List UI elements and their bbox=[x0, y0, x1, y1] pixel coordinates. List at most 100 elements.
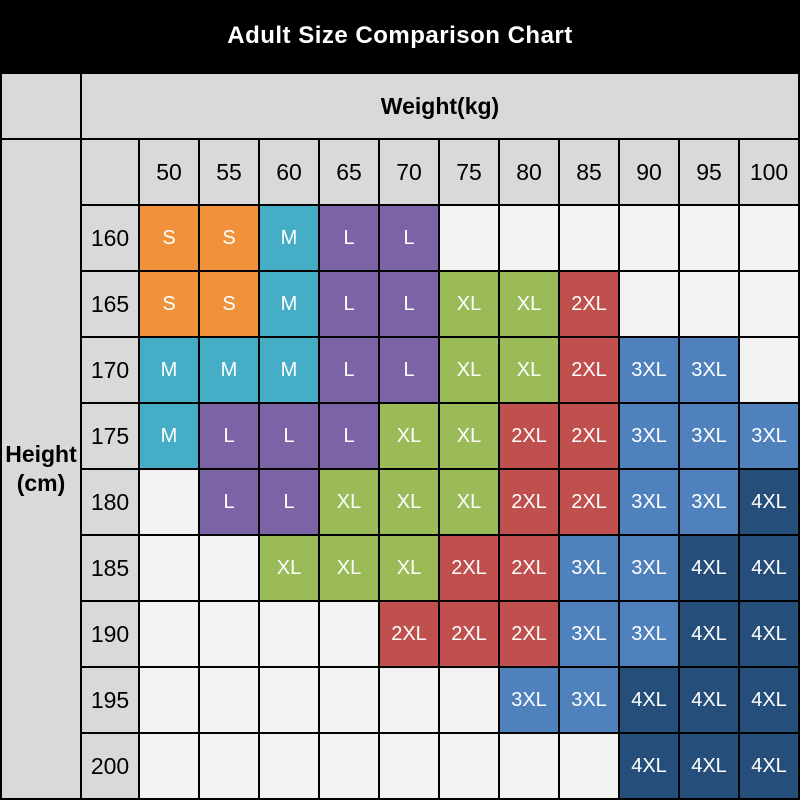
empty-cell bbox=[320, 668, 378, 732]
size-cell-4xl: 4XL bbox=[740, 470, 798, 534]
height-row-header: 185 bbox=[82, 536, 138, 600]
empty-cell bbox=[560, 734, 618, 798]
size-cell-m: M bbox=[140, 338, 198, 402]
size-cell-xl: XL bbox=[500, 338, 558, 402]
size-cell-l: L bbox=[260, 404, 318, 468]
empty-cell bbox=[200, 668, 258, 732]
size-cell-s: S bbox=[140, 272, 198, 336]
empty-cell bbox=[140, 734, 198, 798]
size-cell-2xl: 2XL bbox=[500, 536, 558, 600]
empty-cell bbox=[200, 602, 258, 666]
size-cell-3xl: 3XL bbox=[680, 404, 738, 468]
size-cell-l: L bbox=[320, 338, 378, 402]
size-cell-4xl: 4XL bbox=[680, 734, 738, 798]
empty-cell bbox=[620, 206, 678, 270]
size-cell-3xl: 3XL bbox=[620, 404, 678, 468]
blank-header-cell bbox=[82, 140, 138, 204]
size-cell-3xl: 3XL bbox=[680, 338, 738, 402]
size-cell-s: S bbox=[200, 206, 258, 270]
empty-cell bbox=[680, 272, 738, 336]
size-cell-l: L bbox=[380, 338, 438, 402]
empty-cell bbox=[500, 734, 558, 798]
empty-cell bbox=[320, 734, 378, 798]
size-cell-3xl: 3XL bbox=[500, 668, 558, 732]
weight-column-header: 75 bbox=[440, 140, 498, 204]
size-cell-4xl: 4XL bbox=[740, 536, 798, 600]
size-cell-l: L bbox=[380, 206, 438, 270]
size-cell-3xl: 3XL bbox=[560, 668, 618, 732]
empty-cell bbox=[620, 272, 678, 336]
size-cell-m: M bbox=[200, 338, 258, 402]
size-cell-2xl: 2XL bbox=[500, 602, 558, 666]
size-cell-xl: XL bbox=[500, 272, 558, 336]
size-cell-3xl: 3XL bbox=[680, 470, 738, 534]
size-cell-3xl: 3XL bbox=[620, 536, 678, 600]
size-cell-3xl: 3XL bbox=[620, 602, 678, 666]
weight-column-header: 70 bbox=[380, 140, 438, 204]
empty-cell bbox=[500, 206, 558, 270]
size-cell-3xl: 3XL bbox=[620, 470, 678, 534]
weight-column-header: 55 bbox=[200, 140, 258, 204]
size-cell-l: L bbox=[380, 272, 438, 336]
size-cell-xl: XL bbox=[440, 338, 498, 402]
size-cell-l: L bbox=[320, 272, 378, 336]
empty-cell bbox=[200, 536, 258, 600]
size-cell-3xl: 3XL bbox=[740, 404, 798, 468]
weight-column-header: 60 bbox=[260, 140, 318, 204]
height-row-header: 180 bbox=[82, 470, 138, 534]
empty-cell bbox=[260, 734, 318, 798]
size-cell-2xl: 2XL bbox=[560, 470, 618, 534]
empty-cell bbox=[320, 602, 378, 666]
size-comparison-table: Weight(kg) Height (cm) 50 55 60 65 70 75 80 85 9… bbox=[0, 72, 800, 800]
empty-cell bbox=[740, 206, 798, 270]
size-cell-3xl: 3XL bbox=[560, 602, 618, 666]
size-cell-l: L bbox=[200, 470, 258, 534]
empty-cell bbox=[740, 338, 798, 402]
size-cell-2xl: 2XL bbox=[380, 602, 438, 666]
size-cell-2xl: 2XL bbox=[440, 536, 498, 600]
empty-cell bbox=[440, 206, 498, 270]
size-cell-2xl: 2XL bbox=[500, 404, 558, 468]
size-cell-l: L bbox=[320, 206, 378, 270]
empty-cell bbox=[140, 602, 198, 666]
empty-cell bbox=[560, 206, 618, 270]
size-cell-2xl: 2XL bbox=[440, 602, 498, 666]
height-axis-label-line1: Height bbox=[5, 441, 77, 468]
size-cell-m: M bbox=[260, 338, 318, 402]
size-cell-xl: XL bbox=[380, 536, 438, 600]
height-axis-label-line2: (cm) bbox=[16, 470, 66, 496]
size-cell-2xl: 2XL bbox=[560, 404, 618, 468]
empty-cell bbox=[140, 536, 198, 600]
size-cell-xl: XL bbox=[320, 536, 378, 600]
weight-axis-label: Weight(kg) bbox=[82, 74, 798, 138]
height-axis-label: Height (cm) bbox=[2, 140, 80, 798]
size-cell-l: L bbox=[260, 470, 318, 534]
weight-column-header: 95 bbox=[680, 140, 738, 204]
weight-column-header: 100 bbox=[740, 140, 798, 204]
size-cell-4xl: 4XL bbox=[740, 602, 798, 666]
empty-cell bbox=[380, 734, 438, 798]
size-cell-xl: XL bbox=[380, 470, 438, 534]
size-cell-xl: XL bbox=[440, 404, 498, 468]
empty-cell bbox=[440, 734, 498, 798]
height-row-header: 195 bbox=[82, 668, 138, 732]
size-cell-xl: XL bbox=[260, 536, 318, 600]
weight-column-header: 50 bbox=[140, 140, 198, 204]
weight-column-header: 85 bbox=[560, 140, 618, 204]
size-cell-s: S bbox=[140, 206, 198, 270]
size-cell-4xl: 4XL bbox=[740, 668, 798, 732]
weight-column-header: 65 bbox=[320, 140, 378, 204]
size-cell-m: M bbox=[260, 206, 318, 270]
weight-column-header: 80 bbox=[500, 140, 558, 204]
height-row-header: 165 bbox=[82, 272, 138, 336]
height-row-header: 200 bbox=[82, 734, 138, 798]
empty-cell bbox=[680, 206, 738, 270]
size-cell-s: S bbox=[200, 272, 258, 336]
size-cell-3xl: 3XL bbox=[560, 536, 618, 600]
empty-cell bbox=[380, 668, 438, 732]
size-cell-m: M bbox=[140, 404, 198, 468]
height-row-header: 175 bbox=[82, 404, 138, 468]
height-row-header: 190 bbox=[82, 602, 138, 666]
size-cell-4xl: 4XL bbox=[680, 602, 738, 666]
